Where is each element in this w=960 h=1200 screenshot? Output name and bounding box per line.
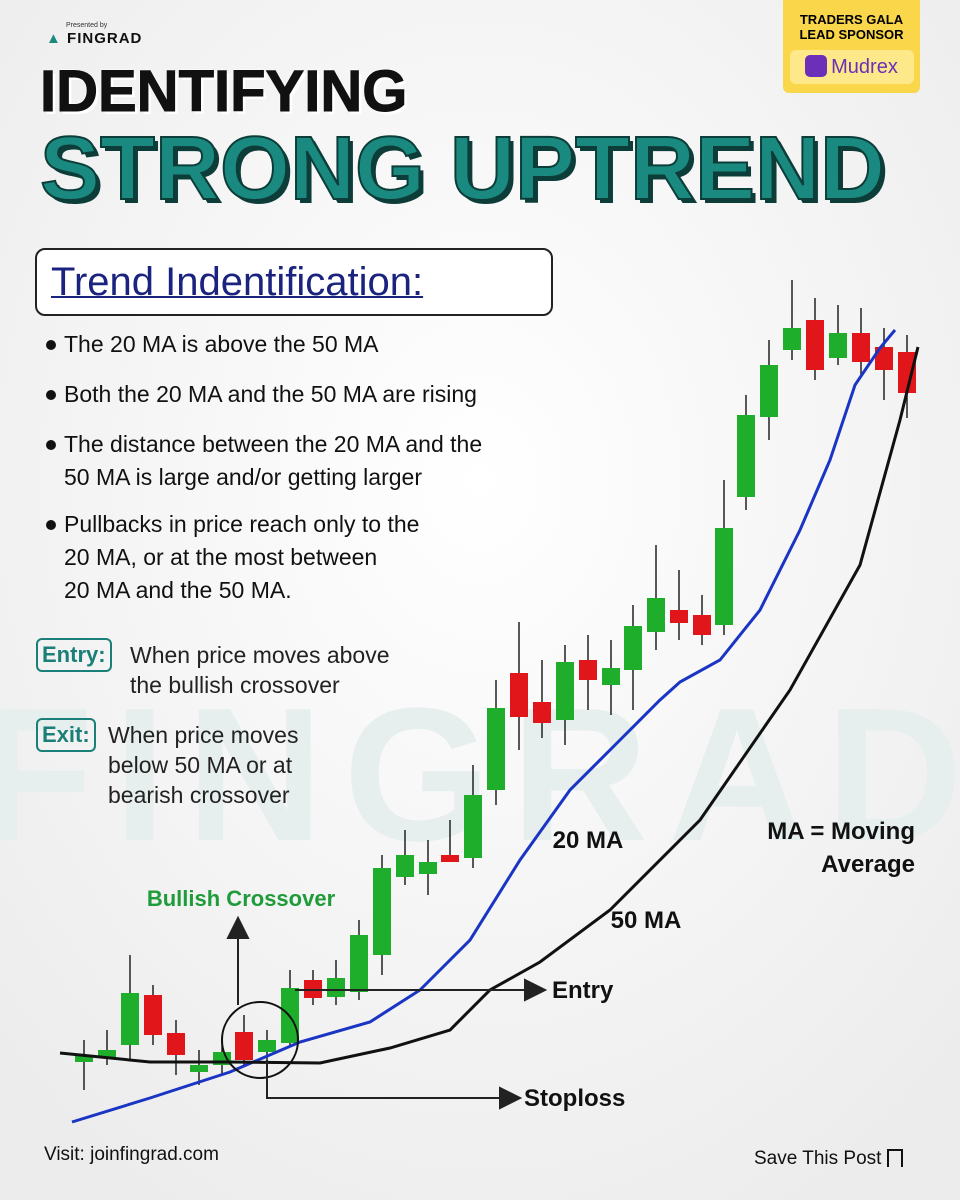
- rule: Entry: When price moves above the bullish …: [36, 638, 390, 698]
- candle-body: [875, 347, 893, 370]
- legend-line: Average: [821, 851, 915, 878]
- candle-body: [510, 673, 528, 717]
- stoploss-label: Stoploss: [524, 1085, 625, 1112]
- rule-line: bearish crossover: [108, 782, 290, 808]
- rule-label: Exit:: [36, 718, 96, 752]
- rule-text: When price moves below 50 MA or at bearish…: [108, 720, 298, 810]
- candle-body: [441, 855, 459, 862]
- rule-text: When price moves above the bullish crosso…: [130, 640, 390, 700]
- candle-body: [350, 935, 368, 992]
- candle-body: [556, 662, 574, 720]
- candle-body: [396, 855, 414, 877]
- rule-line: When price moves above: [130, 642, 390, 668]
- bullet: The 20 MA is above the 50 MA: [46, 328, 379, 361]
- bullet-line: 20 MA, or at the most between: [64, 544, 378, 570]
- rule-line: When price moves: [108, 722, 299, 748]
- candle-body: [190, 1065, 208, 1072]
- bullet-dot: [46, 440, 56, 450]
- bullet: Both the 20 MA and the 50 MA are rising: [46, 378, 477, 411]
- sponsor-line: TRADERS GALA: [799, 12, 904, 27]
- candle-body: [75, 1055, 93, 1062]
- candle-body: [579, 660, 597, 680]
- ma20-line: [71, 329, 897, 1124]
- candle-body: [852, 333, 870, 362]
- rule-line: below 50 MA or at: [108, 752, 293, 778]
- bullet-line: 20 MA and the 50 MA.: [64, 577, 292, 603]
- candle-body: [533, 702, 551, 723]
- save-text: Save This Post: [754, 1148, 882, 1169]
- crossover-circle: [221, 1001, 299, 1079]
- candle-body: [783, 328, 801, 350]
- bullet: Pullbacks in price reach only to the 20 M…: [46, 508, 420, 607]
- ma20-label: 20 MA: [553, 827, 624, 854]
- bullet-dot: [46, 390, 56, 400]
- bullet-line: 50 MA is large and/or getting larger: [64, 464, 422, 490]
- candle-body: [373, 868, 391, 955]
- title-line1: IDENTIFYING: [39, 59, 408, 125]
- title-line2: STRONG UPTREND: [39, 118, 886, 220]
- ma50-label: 50 MA: [611, 907, 682, 934]
- bullet-line: The distance between the 20 MA and the: [64, 431, 483, 457]
- bullet: The distance between the 20 MA and the 50…: [46, 428, 483, 494]
- bullet-line: Pullbacks in price reach only to the: [64, 511, 420, 537]
- sponsor-line: LEAD SPONSOR: [799, 27, 904, 42]
- candle-body: [235, 1032, 253, 1060]
- rule-label: Entry:: [36, 638, 112, 672]
- brand-text: FINGRAD: [67, 30, 143, 47]
- candle-body: [487, 708, 505, 790]
- bullet-dot: [46, 520, 56, 530]
- footer-save: Save This Post: [754, 1148, 903, 1170]
- candle-body: [464, 795, 482, 858]
- brand: ▲ FINGRAD: [46, 30, 143, 47]
- candle-body: [167, 1033, 185, 1055]
- sponsor-box: TRADERS GALA LEAD SPONSOR Mudrex: [783, 0, 920, 93]
- legend-line: MA = Moving: [767, 818, 915, 845]
- rule: Exit: When price moves below 50 MA or at be…: [36, 718, 298, 808]
- sponsor-name: Mudrex: [831, 56, 898, 78]
- candle-body: [737, 415, 755, 497]
- footer-visit: Visit: joinfingrad.com: [44, 1144, 219, 1165]
- candle-body: [670, 610, 688, 623]
- candle-body: [419, 862, 437, 874]
- rule-line: the bullish crossover: [130, 672, 340, 698]
- arrows: [226, 915, 548, 1110]
- bullet-dot: [46, 340, 56, 350]
- candle-body: [829, 333, 847, 358]
- candle-body: [760, 365, 778, 417]
- crossover-label: Bullish Crossover: [147, 886, 336, 911]
- candle-body: [898, 352, 916, 393]
- candle-body: [602, 668, 620, 685]
- candle-body: [624, 626, 642, 670]
- bullet-line: Both the 20 MA and the 50 MA are rising: [64, 381, 477, 407]
- candle-body: [715, 528, 733, 625]
- heading-box: Trend Indentification:: [35, 248, 553, 316]
- candle-body: [693, 615, 711, 635]
- entry-label: Entry: [552, 977, 614, 1004]
- bullet-line: The 20 MA is above the 50 MA: [64, 331, 379, 357]
- candle-body: [647, 598, 665, 632]
- heading: Trend Indentification:: [51, 260, 424, 304]
- candle-body: [327, 978, 345, 997]
- candle-body: [121, 993, 139, 1045]
- candle-body: [98, 1050, 116, 1058]
- candle-body: [806, 320, 824, 370]
- ma50-line: [59, 346, 920, 1065]
- presented-by: Presented by: [66, 22, 108, 29]
- candle-body: [144, 995, 162, 1035]
- candle-body: [258, 1040, 276, 1052]
- sponsor-logo: Mudrex: [789, 50, 914, 84]
